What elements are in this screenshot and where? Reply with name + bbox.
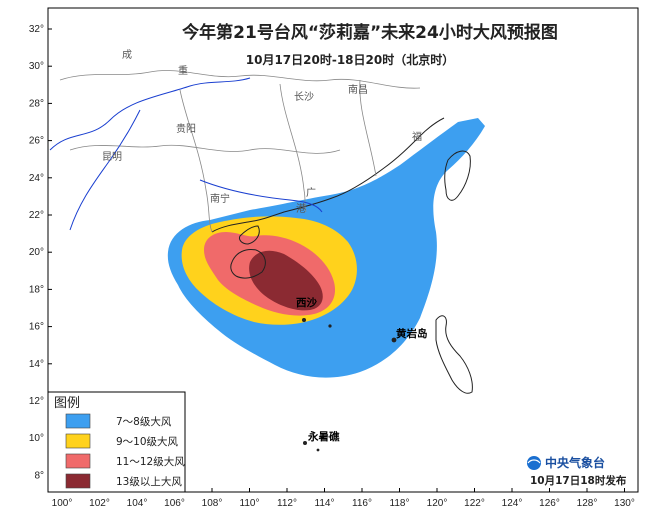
lon-tick-label: 106°: [164, 498, 185, 509]
city-label-nanchang: 南昌: [348, 83, 368, 96]
legend: 图例 7～8级大风 9～10级大风 11～12级大风 13级以上大风: [47, 391, 186, 493]
province-boundaries: [59, 70, 421, 233]
lat-tick-label: 20°: [29, 247, 44, 258]
map-subtitle: 10月17日20时-18日20时（北京时）: [246, 52, 454, 67]
legend-swatch-9-10: [65, 433, 91, 449]
issued-time: 10月17日18时发布: [530, 474, 627, 487]
city-label-nanning: 南宁: [210, 192, 230, 205]
lon-tick-label: 102°: [89, 498, 110, 509]
lon-tick-label: 122°: [464, 498, 485, 509]
lat-tick-label: 22°: [29, 210, 44, 221]
legend-swatch-13-plus: [65, 473, 91, 489]
lat-tick-label: 16°: [29, 322, 44, 333]
lon-tick-label: 126°: [539, 498, 560, 509]
islands: [302, 318, 397, 452]
lat-tick-label: 26°: [29, 136, 44, 147]
map-title: 今年第21号台风“莎莉嘉”未来24小时大风预报图: [182, 22, 558, 43]
city-label-cheng: 成: [122, 49, 132, 61]
city-label-fu: 福: [412, 130, 422, 143]
lon-tick-label: 116°: [352, 498, 372, 509]
lon-tick-label: 128°: [577, 498, 598, 509]
lon-tick-label: 124°: [502, 498, 523, 509]
lon-tick-label: 112°: [277, 498, 297, 509]
lat-tick-label: 14°: [29, 359, 44, 370]
legend-swatch-11-12: [65, 453, 91, 469]
place-label-yongshu-reef: 永暑礁: [307, 430, 340, 443]
lon-tick-label: 104°: [127, 498, 148, 509]
lat-tick-label: 18°: [29, 284, 44, 295]
legend-title: 图例: [54, 396, 80, 411]
legend-label-11-12: 11～12级大风: [116, 455, 185, 468]
city-label-guiyang: 贵阳: [176, 122, 196, 135]
city-label-guang: 广: [306, 187, 316, 199]
agency-block: 中央气象台 10月17日18时发布: [527, 455, 627, 487]
legend-label-7-8: 7～8级大风: [116, 415, 172, 428]
rivers: [49, 77, 323, 231]
coastline: [211, 117, 473, 394]
lon-tick-label: 110°: [240, 498, 260, 509]
lat-tick-label: 12°: [29, 396, 44, 407]
place-label-huangyan-island: 黄岩岛: [396, 327, 428, 340]
lat-tick-label: 8°: [34, 470, 44, 481]
city-label-chong: 重: [178, 64, 188, 77]
lat-tick-label: 28°: [29, 98, 44, 109]
latitude-ticks: 32° 30° 28° 26° 24° 22° 20° 18° 16° 14° 12° 10° 8°: [29, 24, 52, 481]
legend-label-9-10: 9～10级大风: [116, 435, 179, 448]
city-label-changsha: 长沙: [294, 91, 314, 103]
lon-tick-label: 100°: [52, 498, 73, 509]
lat-tick-label: 24°: [29, 173, 44, 184]
lat-tick-label: 30°: [29, 61, 44, 72]
lat-tick-label: 10°: [29, 433, 44, 444]
agency-name: 中央气象台: [545, 455, 605, 470]
place-label-xisha: 西沙: [296, 297, 317, 309]
lon-tick-label: 118°: [390, 498, 410, 509]
city-label-gang: 港: [296, 203, 306, 215]
wind-zone-13-plus: [249, 250, 323, 311]
lon-tick-label: 108°: [202, 498, 223, 509]
city-label-kunming: 昆明: [102, 151, 122, 163]
legend-swatch-7-8: [65, 413, 91, 429]
lon-tick-label: 120°: [427, 498, 448, 509]
agency-logo-icon: [527, 456, 541, 470]
longitude-ticks: 100° 102° 104° 106° 108° 110° 112° 114° 116° 118°…: [52, 488, 635, 509]
lon-tick-label: 130°: [614, 498, 635, 509]
lat-tick-label: 32°: [29, 24, 44, 35]
lon-tick-label: 114°: [315, 498, 335, 509]
legend-label-13-plus: 13级以上大风: [116, 475, 182, 488]
